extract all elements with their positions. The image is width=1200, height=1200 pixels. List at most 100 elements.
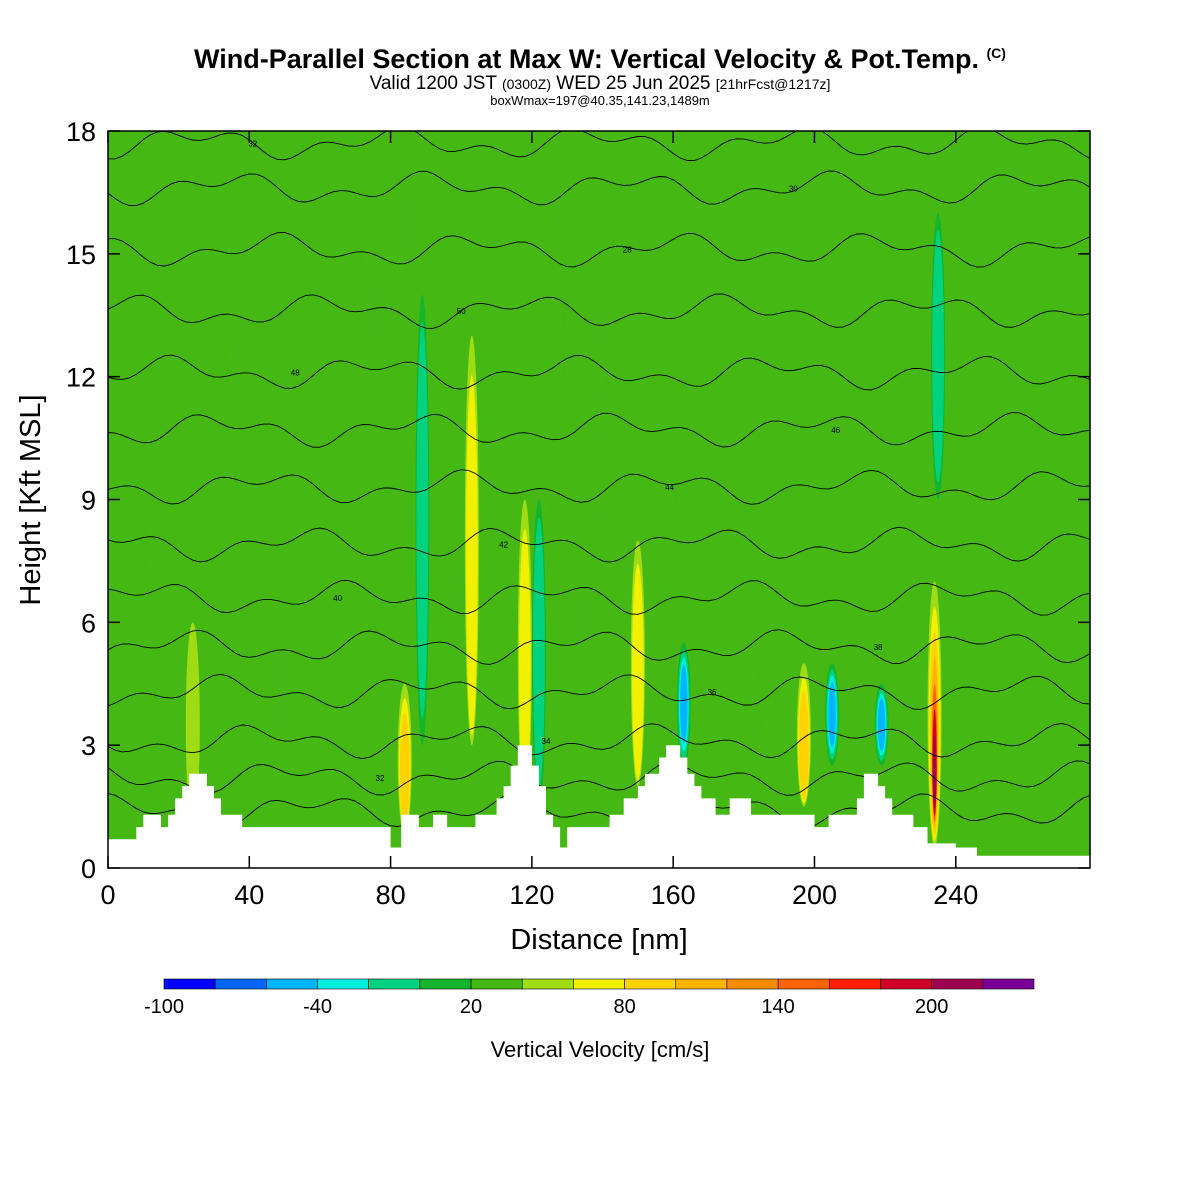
colorbar-swatch <box>573 978 625 990</box>
downdraft-cell <box>533 517 545 789</box>
colorbar-swatch <box>368 978 421 990</box>
colorbar-swatch <box>470 978 523 990</box>
y-tick-label: 12 <box>66 363 96 393</box>
colorbar-swatch <box>777 978 830 990</box>
field-streak <box>749 566 760 739</box>
colorbar-swatch <box>521 978 574 990</box>
theta-contour <box>108 469 1090 505</box>
field-streak <box>179 247 189 323</box>
updraft-cell <box>932 734 937 810</box>
y-tick-label: 18 <box>66 117 96 147</box>
field-streak <box>280 350 298 451</box>
field-streak <box>1046 361 1059 478</box>
contour-label: 32 <box>248 139 257 148</box>
theta-contour <box>108 629 1090 665</box>
field-streak <box>371 408 388 492</box>
theta-contour <box>108 232 1090 268</box>
colorbar-swatch <box>931 978 984 990</box>
field-streak <box>123 561 141 739</box>
valid-date: WED 25 Jun 2025 <box>556 73 711 94</box>
colorbar-swatch <box>419 978 472 990</box>
field-streak <box>747 229 766 329</box>
downdraft-cell <box>416 321 429 719</box>
field-streak <box>1043 464 1057 533</box>
contour-label: 44 <box>665 483 674 492</box>
field-streak <box>592 366 610 573</box>
velocity-field <box>108 131 1090 868</box>
downdraft-cell <box>877 698 886 751</box>
updraft-cell <box>799 690 809 800</box>
chart-title: Wind-Parallel Section at Max W: Vertical… <box>0 44 1200 75</box>
field-streak <box>514 340 526 512</box>
colorbar-swatch <box>214 978 267 990</box>
contour-label: 30 <box>789 184 798 193</box>
chart-title-text: Wind-Parallel Section at Max W: Vertical… <box>194 44 979 74</box>
colorbar-swatch <box>163 978 216 990</box>
contour-label: 34 <box>542 737 551 746</box>
field-streak <box>401 147 415 307</box>
y-tick-label: 3 <box>81 731 96 761</box>
field-streak <box>760 583 775 737</box>
contour-label: 38 <box>874 643 883 652</box>
colorbar-tick-label: 20 <box>460 996 482 1018</box>
x-tick-label: 240 <box>933 880 978 910</box>
theta-contour <box>108 526 1090 563</box>
theta-contour <box>108 760 1090 796</box>
colorbar-swatch <box>828 978 881 990</box>
field-streak <box>981 425 992 502</box>
theta-contour <box>108 170 1090 207</box>
field-streak <box>805 355 819 461</box>
contour-label: 40 <box>333 594 342 603</box>
contour-label: 48 <box>291 369 300 378</box>
theta-contour <box>108 579 1090 616</box>
colorbar-swatch <box>675 978 728 990</box>
field-streak <box>336 181 348 321</box>
field-streak <box>532 211 546 347</box>
box-info: boxWmax=197@40.35,141.23,1489m <box>490 93 710 108</box>
terrain-profile <box>108 745 1090 868</box>
field-streak <box>363 216 377 279</box>
downdraft-cell <box>680 664 688 744</box>
contour-label: 28 <box>623 246 632 255</box>
x-tick-label: 120 <box>509 880 554 910</box>
y-tick-label: 0 <box>81 854 96 884</box>
contour-label: 46 <box>831 426 840 435</box>
colorbar-tick-label: -40 <box>303 996 332 1018</box>
colorbar-tick-label: 200 <box>915 996 948 1018</box>
field-streak <box>310 427 328 602</box>
colorbar-swatch <box>624 978 677 990</box>
colorbar: -100 -40 20 80 140 200 <box>144 978 1035 1018</box>
field-streak <box>229 254 250 413</box>
field-streak <box>374 510 385 625</box>
contour-label: 50 <box>457 307 466 316</box>
colorbar-swatch <box>317 978 370 990</box>
updraft-cell <box>631 564 644 781</box>
field-streak <box>692 411 709 597</box>
field-streak <box>673 498 694 575</box>
forecast-info: [21hrFcst@1217z] <box>715 76 831 92</box>
field-streak <box>551 131 565 273</box>
field-streak <box>916 607 930 725</box>
colorbar-tick-label: 140 <box>761 996 794 1018</box>
theta-contours: 3032343638404244464850283032 <box>108 131 1090 829</box>
updraft-cell <box>399 712 410 828</box>
y-tick-label: 6 <box>81 608 96 638</box>
field-streak <box>148 477 169 616</box>
x-tick-label: 0 <box>100 880 115 910</box>
contour-label: 32 <box>376 774 385 783</box>
y-tick-label: 15 <box>66 240 96 270</box>
field-streak <box>363 185 384 388</box>
field-streak <box>890 515 902 591</box>
updraft-cell <box>518 528 531 800</box>
y-axis-label: Height [Kft MSL] <box>15 394 47 605</box>
field-streak <box>819 445 836 545</box>
theta-contour <box>108 412 1090 448</box>
colorbar-label: Vertical Velocity [cm/s] <box>490 1037 710 1062</box>
x-tick-label: 40 <box>234 880 264 910</box>
colorbar-swatch <box>880 978 932 990</box>
field-streak <box>501 573 510 700</box>
field-streak <box>739 418 758 603</box>
theta-contour <box>108 792 1090 829</box>
